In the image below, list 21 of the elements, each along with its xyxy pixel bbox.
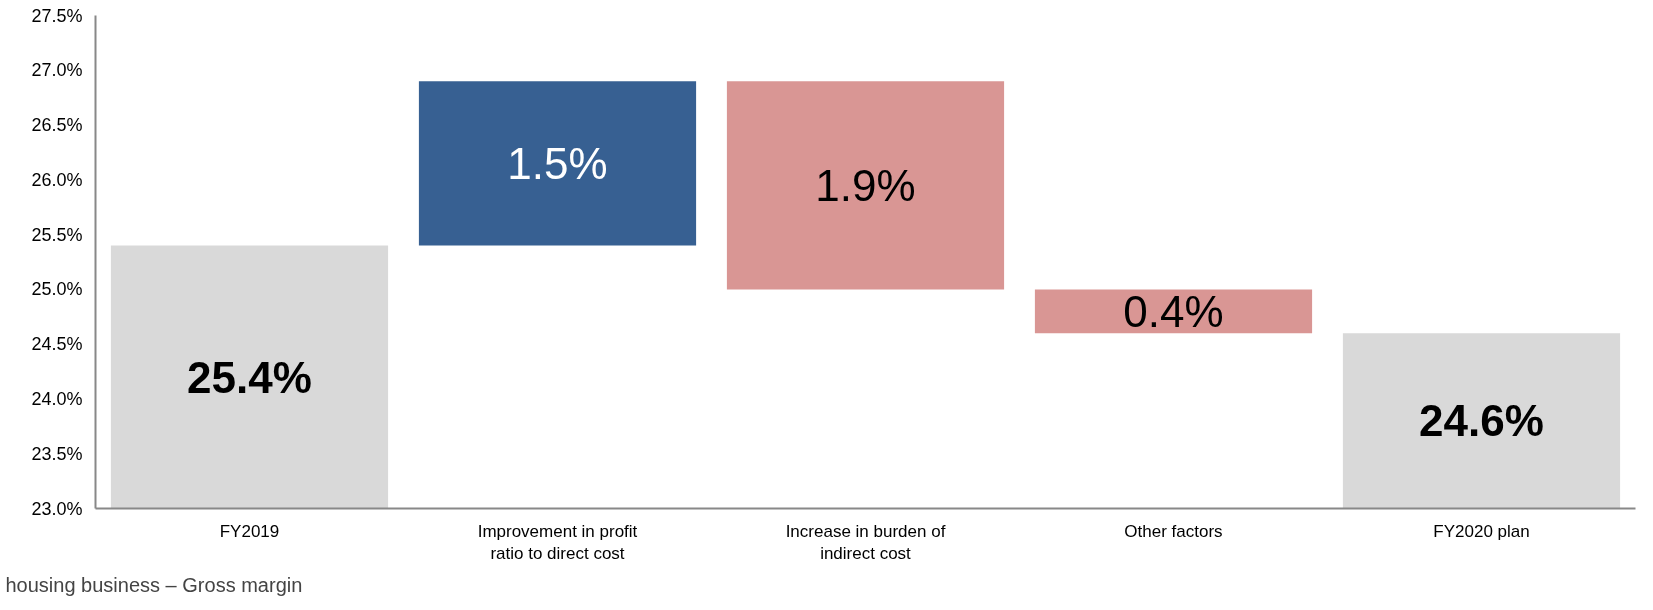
y-tick-label: 26.5% <box>31 115 83 136</box>
data-label: 1.5% <box>507 138 608 188</box>
y-tick-label: 23.0% <box>31 498 83 519</box>
data-label: 1.9% <box>815 160 916 210</box>
x-tick-label: FY2019 <box>219 521 280 541</box>
x-tick-label: Improvement in profit ratio to direct cost <box>477 521 638 564</box>
y-tick-label: 24.0% <box>31 388 83 409</box>
data-label: 25.4% <box>187 352 312 402</box>
y-tick-label: 27.0% <box>31 60 83 81</box>
y-tick-label: 25.5% <box>31 224 83 245</box>
data-label: 0.4% <box>1123 286 1224 336</box>
y-tick-label: 27.5% <box>31 5 83 26</box>
text: housing business – Gross margin <box>5 573 303 596</box>
y-tick-label: 24.5% <box>31 334 83 355</box>
data-label: 24.6% <box>1419 396 1544 446</box>
x-tick-label: Increase in burden of indirect cost <box>785 521 946 564</box>
x-tick-label: FY2020 plan <box>1433 521 1530 541</box>
y-tick-label: 26.0% <box>31 169 83 190</box>
x-tick-label: Other factors <box>1124 521 1223 541</box>
y-tick-label: 25.0% <box>31 279 83 300</box>
y-tick-label: 23.5% <box>31 443 83 464</box>
